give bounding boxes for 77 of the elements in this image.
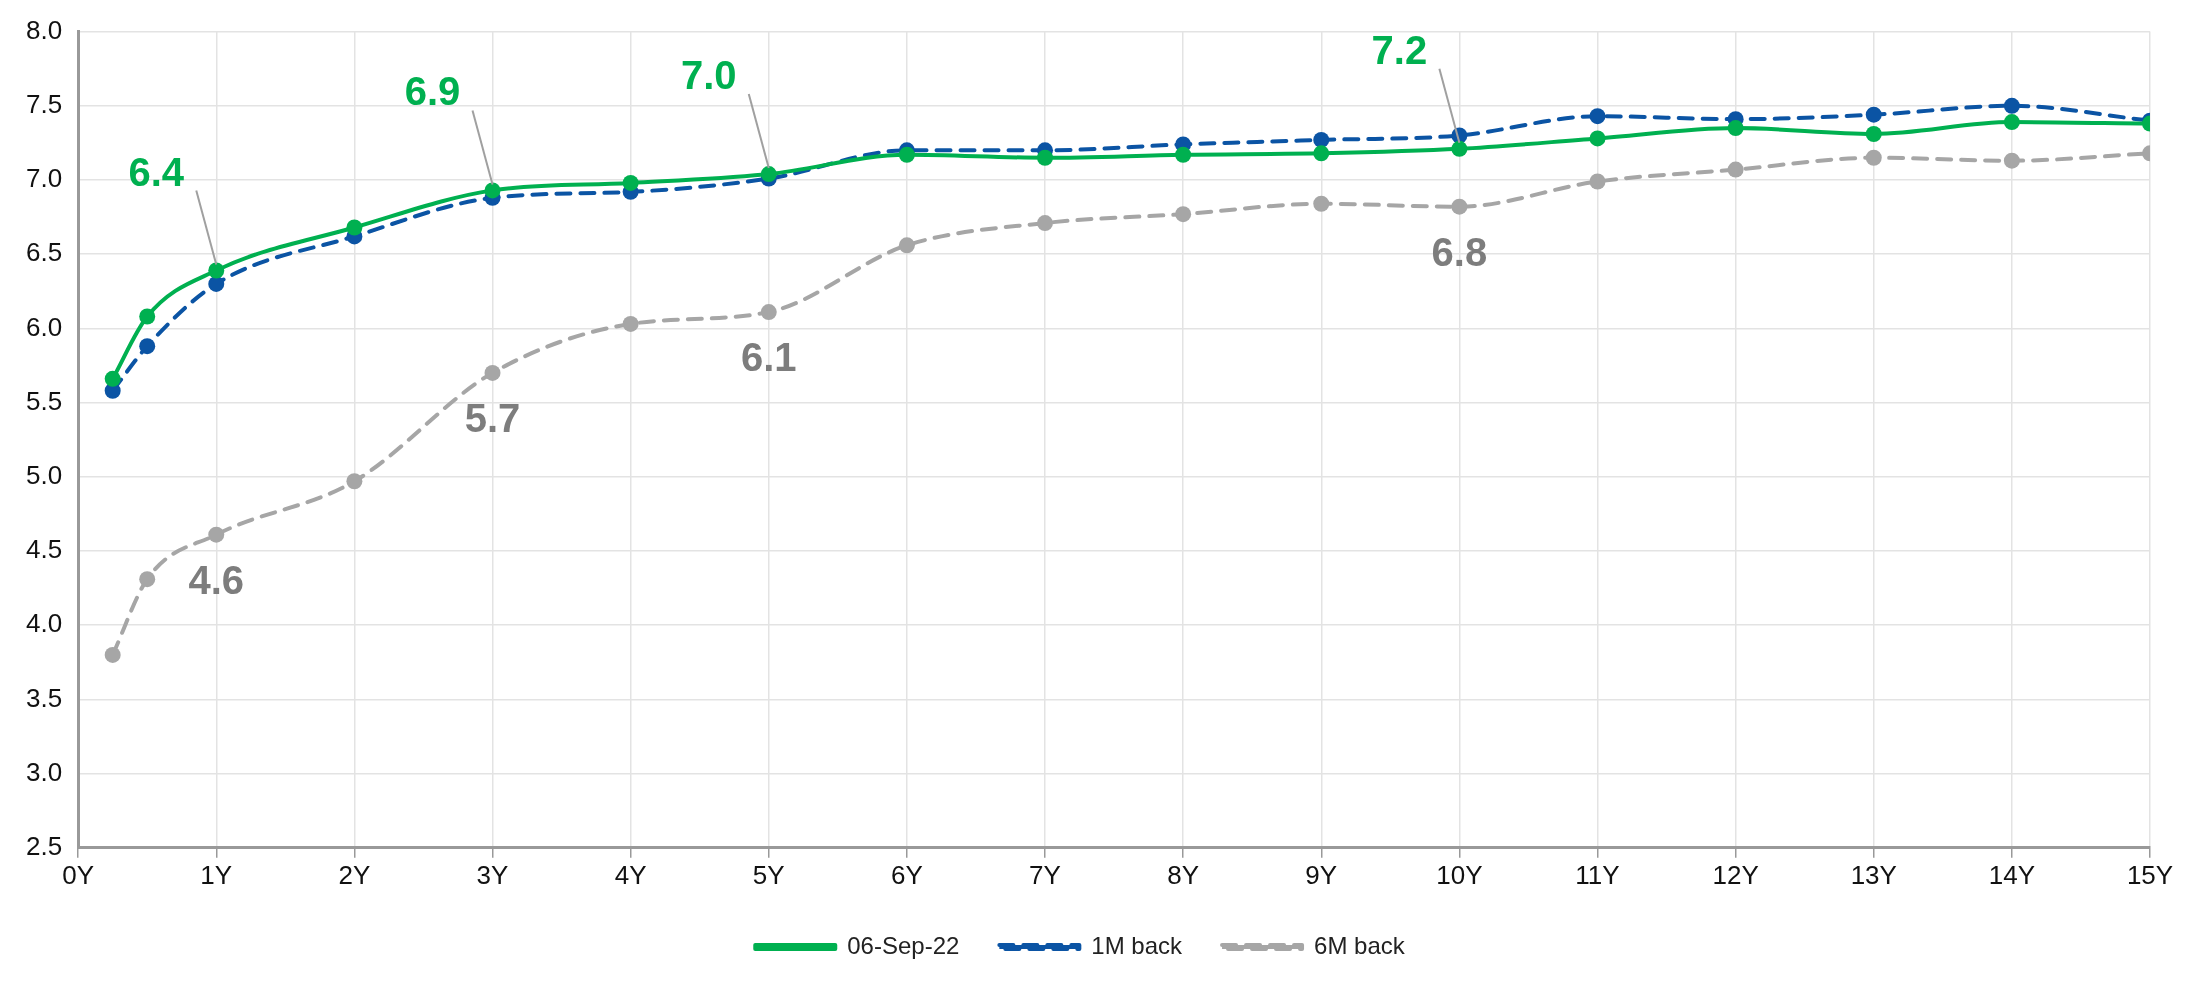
point	[139, 338, 156, 355]
point	[898, 237, 915, 254]
y-tick-label: 6.0	[25, 311, 63, 342]
y-tick-label: 2.5	[25, 830, 63, 861]
annotation: 6.1	[740, 335, 797, 380]
point	[484, 182, 501, 199]
point	[2003, 114, 2020, 131]
x-tick-label: 10Y	[1436, 859, 1483, 890]
annotation: 6.9	[404, 69, 461, 114]
x-tick-label: 0Y	[62, 859, 95, 890]
x-tick-label: 7Y	[1029, 859, 1061, 890]
point	[622, 315, 639, 332]
y-tick-label: 7.5	[25, 88, 63, 119]
legend-label: 1M back	[1091, 931, 1184, 959]
x-tick-label: 6Y	[890, 859, 923, 890]
legend-label: 6M back	[1314, 931, 1406, 959]
point	[1313, 145, 1330, 162]
y-tick-label: 5.5	[25, 385, 63, 416]
x-tick-label: 14Y	[1988, 859, 2036, 890]
point	[139, 308, 156, 325]
point	[208, 526, 225, 543]
point	[1727, 161, 1744, 178]
point	[346, 473, 363, 490]
point	[208, 275, 225, 292]
y-tick-label: 4.5	[25, 534, 63, 565]
x-tick-label: 4Y	[614, 859, 647, 890]
y-tick-label: 6.5	[25, 237, 63, 268]
point	[1037, 149, 1054, 166]
x-tick-label: 5Y	[752, 859, 785, 890]
point	[1313, 195, 1330, 212]
point	[1865, 149, 1882, 166]
point	[104, 370, 121, 387]
x-tick-label: 12Y	[1712, 859, 1759, 890]
annotation: 6.4	[128, 149, 185, 194]
point	[104, 646, 121, 663]
x-tick-label: 3Y	[476, 859, 509, 890]
point	[760, 166, 777, 183]
point	[1589, 173, 1606, 190]
x-tick-label: 15Y	[2126, 859, 2174, 890]
point	[760, 304, 777, 321]
point	[1865, 106, 1882, 123]
annotation: 7.0	[680, 53, 737, 98]
point	[1313, 131, 1330, 148]
legend-label: 06-Sep-22	[847, 931, 960, 959]
x-tick-label: 1Y	[200, 859, 233, 890]
y-tick-label: 3.5	[25, 682, 63, 713]
point	[484, 364, 501, 381]
point	[2003, 152, 2020, 169]
point	[1589, 130, 1606, 147]
annotation: 7.2	[1371, 27, 1428, 72]
y-tick-label: 3.0	[25, 756, 63, 787]
point	[1589, 108, 1606, 125]
point	[208, 262, 225, 279]
point	[1175, 206, 1192, 223]
annotation: 6.8	[1431, 229, 1488, 274]
y-tick-label: 7.0	[25, 163, 63, 194]
point	[1727, 120, 1744, 137]
y-tick-label: 4.0	[25, 608, 63, 639]
x-tick-label: 9Y	[1305, 859, 1338, 890]
point	[1037, 215, 1054, 232]
y-tick-label: 8.0	[25, 14, 63, 45]
point	[346, 219, 363, 236]
point	[622, 174, 639, 191]
y-tick-label: 5.0	[25, 459, 63, 490]
point	[139, 571, 156, 588]
x-tick-label: 2Y	[338, 859, 371, 890]
x-tick-label: 11Y	[1575, 859, 1620, 890]
x-tick-label: 8Y	[1167, 859, 1200, 890]
point	[1451, 140, 1468, 157]
point	[1865, 126, 1882, 142]
x-tick-label: 13Y	[1850, 859, 1897, 890]
point	[1451, 198, 1468, 215]
annotation: 4.6	[188, 557, 245, 602]
point	[2003, 97, 2020, 114]
point	[1175, 146, 1192, 163]
point	[898, 146, 915, 163]
annotation: 5.7	[464, 395, 521, 440]
